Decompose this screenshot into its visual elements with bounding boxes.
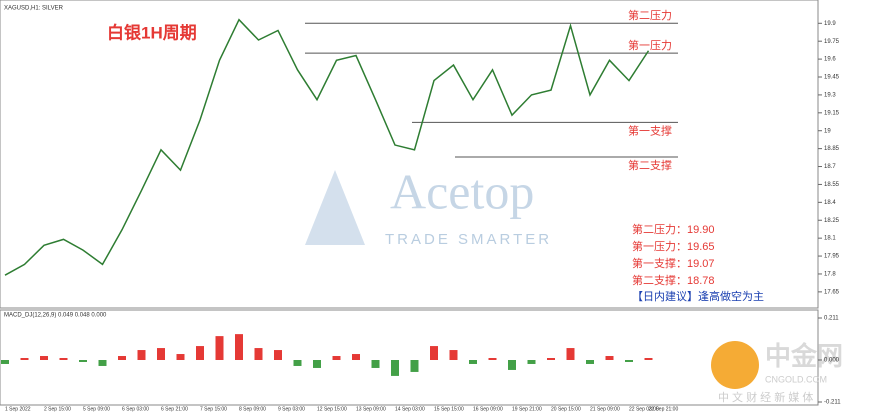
y-tick-label: 18.85 (824, 146, 840, 152)
x-tick-label: 22 Sep 03:00 (629, 406, 659, 412)
macd-bar (547, 358, 555, 360)
x-tick-label: 15 Sep 15:00 (434, 406, 464, 412)
x-tick-label: 13 Sep 09:00 (356, 406, 386, 412)
y-tick-label: 17.8 (824, 272, 836, 278)
y-tick-label: 0.000 (824, 358, 840, 364)
watermark-slogan: TRADE SMARTER (385, 231, 552, 248)
x-tick-label: 1 Sep 2022 (5, 406, 31, 412)
x-tick-label: 8 Sep 09:00 (239, 406, 266, 412)
y-tick-label: 19.6 (824, 57, 836, 63)
price-panel (0, 0, 819, 309)
x-tick-label: 21 Sep 09:00 (590, 406, 620, 412)
macd-bar (313, 360, 321, 368)
x-tick-label: 9 Sep 03:00 (278, 406, 305, 412)
watermark-brand: Acetop (390, 163, 534, 219)
y-tick-label: -0.211 (824, 400, 841, 406)
level-value-label: 第二压力：19.90 (632, 222, 715, 236)
x-tick-label: 19 Sep 21:00 (512, 406, 542, 412)
chart-title: 白银1H周期 (107, 22, 197, 42)
macd-bar (176, 354, 185, 360)
macd-bar (40, 356, 48, 360)
x-tick-label: 2 Sep 15:00 (44, 406, 71, 412)
level-name: 第一压力 (628, 38, 672, 52)
macd-title: MACD_DJ(12,26,9) 0.049 0.048 0.000 (4, 313, 107, 319)
x-tick-label: 22 Sep 21:00 (649, 406, 679, 412)
level-value-label: 第一支撑：19.07 (632, 256, 715, 270)
y-tick-label: 18.4 (824, 200, 836, 206)
symbol: XAGUSD,H1: SILVER (4, 6, 64, 12)
x-tick-label: 20 Sep 15:00 (551, 406, 581, 412)
level-name: 第二支撑 (628, 158, 672, 172)
macd-bar (449, 350, 458, 360)
macd-bar (215, 336, 224, 360)
y-tick-label: 19 (824, 128, 831, 134)
macd-bar (644, 358, 653, 360)
macd-bar (293, 360, 302, 366)
macd-bar (274, 350, 282, 360)
macd-bar (469, 360, 477, 364)
logo-name: 中金网 (765, 341, 843, 371)
macd-bar (371, 360, 380, 368)
macd-bar (488, 358, 497, 360)
logo-site: CNGOLD.COM (765, 374, 827, 384)
macd-bar (79, 360, 87, 362)
y-tick-label: 18.1 (824, 236, 836, 242)
level-name: 第一支撑 (628, 123, 672, 137)
x-tick-label: 5 Sep 09:00 (83, 406, 110, 412)
macd-bar (391, 360, 399, 376)
advice: 【日内建议】逢高做空为主 (632, 289, 764, 303)
x-tick-label: 6 Sep 21:00 (161, 406, 188, 412)
x-tick-label: 6 Sep 03:00 (122, 406, 149, 412)
macd-bar (235, 334, 243, 360)
y-tick-label: 17.95 (824, 254, 840, 260)
macd-bar (196, 346, 204, 360)
macd-bar (527, 360, 536, 364)
x-tick-label: 16 Sep 09:00 (473, 406, 503, 412)
macd-bar (254, 348, 263, 360)
macd-bar (1, 360, 9, 364)
macd-bar (586, 360, 594, 364)
macd-bar (508, 360, 516, 370)
level-value-label: 第一压力：19.65 (632, 239, 715, 253)
level-name: 第二压力 (628, 8, 672, 22)
macd-bar (430, 346, 438, 360)
macd-bar (410, 360, 419, 372)
watermark-icon (305, 170, 365, 245)
x-tick-label: 7 Sep 15:00 (200, 406, 227, 412)
level-value-label: 第二支撑：18.78 (632, 273, 715, 287)
logo-tagline: 中 文 财 经 新 媒 体 (718, 390, 813, 404)
y-tick-label: 19.9 (824, 21, 836, 27)
macd-panel (0, 309, 819, 406)
macd-bar (332, 356, 341, 360)
x-tick-label: 12 Sep 15:00 (317, 406, 347, 412)
macd-bar (352, 354, 360, 360)
y-tick-label: 19.45 (824, 75, 840, 81)
y-tick-label: 17.65 (824, 289, 840, 295)
y-tick-label: 19.3 (824, 92, 836, 98)
y-tick-label: 19.75 (824, 39, 840, 45)
price-line (4, 18, 650, 276)
macd-bar (20, 358, 29, 360)
macd-bar (118, 356, 126, 360)
macd-bar (157, 348, 165, 360)
y-tick-label: 18.25 (824, 218, 840, 224)
macd-bar (137, 350, 146, 360)
macd-bar (566, 348, 575, 360)
y-tick-label: 19.15 (824, 110, 840, 116)
macd-bar (98, 360, 107, 366)
macd-bar (59, 358, 68, 360)
logo-icon (711, 341, 759, 389)
y-tick-label: 18.7 (824, 164, 836, 170)
macd-bar (625, 360, 633, 362)
macd-bar (605, 356, 614, 360)
y-tick-label: 18.55 (824, 182, 840, 188)
x-tick-label: 14 Sep 03:00 (395, 406, 425, 412)
y-tick-label: 0.211 (824, 316, 839, 322)
